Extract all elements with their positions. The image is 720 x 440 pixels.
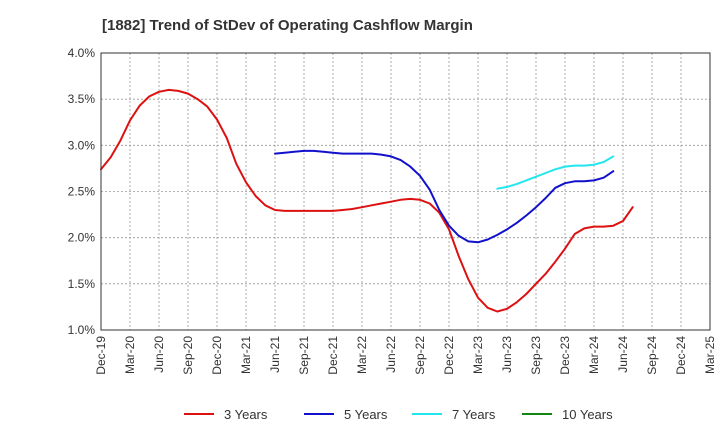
- x-tick-label: Mar-21: [239, 336, 253, 374]
- x-tick-label: Sep-23: [529, 336, 543, 375]
- x-tick-label: Jun-23: [500, 336, 514, 373]
- x-tick-label: Sep-22: [413, 336, 427, 375]
- series-line: [496, 155, 615, 190]
- x-tick-label: Mar-22: [355, 336, 369, 374]
- legend-label: 10 Years: [562, 407, 613, 422]
- y-tick-label: 1.0%: [68, 323, 96, 337]
- x-tick-label: Sep-21: [297, 336, 311, 375]
- x-axis: Dec-19 Mar-20 Jun-20 Sep-20 Dec-20 Mar-21 Jun-…: [94, 336, 717, 375]
- x-tick-label: Dec-22: [442, 336, 456, 375]
- x-tick-label: Mar-20: [123, 336, 137, 374]
- y-tick-label: 3.0%: [68, 138, 96, 152]
- x-tick-label: Sep-24: [645, 336, 659, 375]
- x-tick-label: Dec-23: [558, 336, 572, 375]
- legend-label: 5 Years: [344, 407, 388, 422]
- y-tick-label: 3.5%: [68, 92, 96, 106]
- chart-title: [1882] Trend of StDev of Operating Cashf…: [102, 17, 473, 34]
- series-line: [274, 149, 615, 244]
- x-tick-label: Dec-21: [326, 336, 340, 375]
- y-tick-label: 2.5%: [68, 185, 96, 199]
- y-tick-label: 2.0%: [68, 231, 96, 245]
- x-tick-label: Jun-20: [152, 336, 166, 373]
- plot-frame: [100, 52, 711, 331]
- legend-label: 7 Years: [452, 407, 496, 422]
- y-axis: 1.0% 1.5% 2.0% 2.5% 3.0% 3.5% 4.0%: [68, 46, 96, 337]
- x-tick-label: Dec-19: [94, 336, 108, 375]
- x-tick-label: Sep-20: [181, 336, 195, 375]
- x-tick-label: Dec-24: [674, 336, 688, 375]
- y-tick-label: 1.5%: [68, 277, 96, 291]
- legend-label: 3 Years: [224, 407, 268, 422]
- legend: 3 Years 5 Years 7 Years 10 Years: [184, 407, 613, 422]
- x-tick-label: Jun-21: [268, 336, 282, 373]
- x-tick-label: Jun-24: [616, 336, 630, 373]
- x-tick-label: Mar-25: [703, 336, 717, 374]
- x-tick-label: Dec-20: [210, 336, 224, 375]
- x-tick-label: Mar-23: [471, 336, 485, 374]
- series-lines: [100, 88, 634, 313]
- x-tick-label: Mar-24: [587, 336, 601, 374]
- y-tick-label: 4.0%: [68, 46, 96, 60]
- series-line: [100, 88, 634, 313]
- x-tick-label: Jun-22: [384, 336, 398, 373]
